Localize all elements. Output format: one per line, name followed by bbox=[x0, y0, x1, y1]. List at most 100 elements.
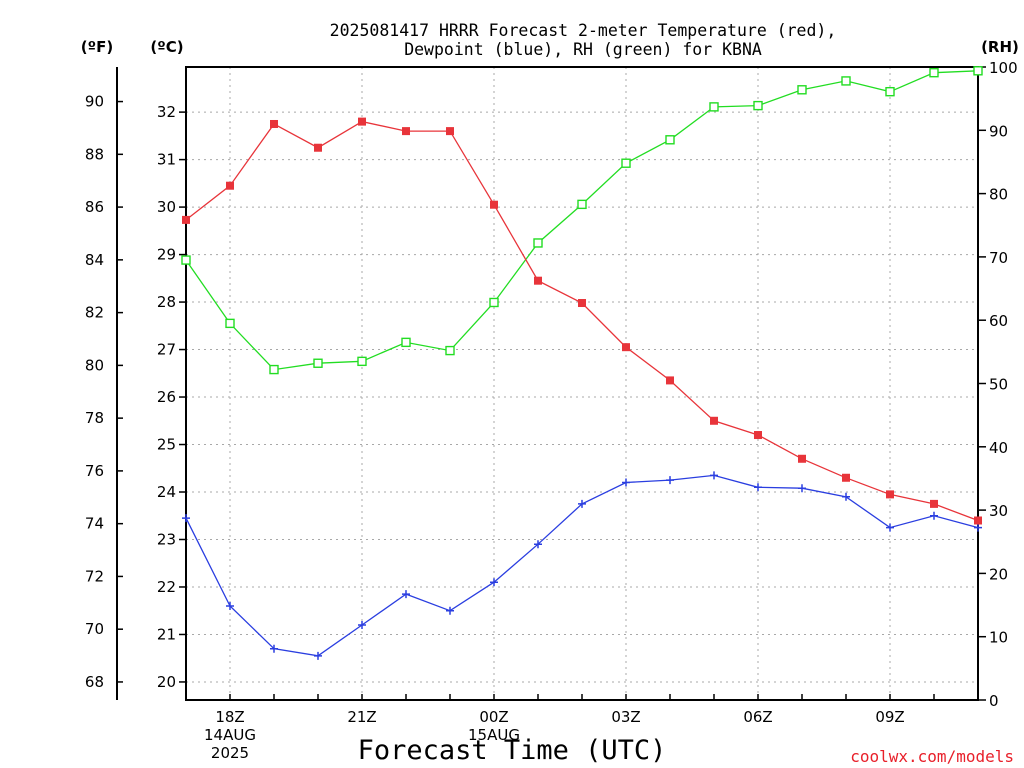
rh-green-point bbox=[533, 238, 543, 248]
x-tick-label: 00Z bbox=[479, 708, 508, 726]
rh-tick-label: 30 bbox=[989, 502, 1008, 520]
2-meter-temperature-red-point bbox=[622, 343, 630, 352]
rh-green-point bbox=[401, 337, 411, 348]
x-tick-label: 15AUG bbox=[468, 726, 520, 744]
dewpoint-blue-point bbox=[578, 499, 586, 508]
fahrenheit-tick-label: 86 bbox=[85, 198, 104, 216]
rh-green-point bbox=[973, 66, 983, 76]
celsius-tick-label: 32 bbox=[157, 103, 176, 121]
dewpoint-blue-point bbox=[226, 601, 234, 610]
fahrenheit-tick-label: 90 bbox=[85, 93, 104, 111]
dewpoint-blue-point bbox=[314, 651, 322, 660]
2-meter-temperature-red-point bbox=[490, 200, 498, 209]
celsius-tick-label: 23 bbox=[157, 530, 176, 548]
2-meter-temperature-red-point bbox=[754, 431, 762, 440]
2-meter-temperature-red-point bbox=[710, 416, 718, 425]
rh-green-point bbox=[929, 67, 939, 78]
x-tick-label: 06Z bbox=[743, 708, 772, 726]
rh-tick-label: 20 bbox=[989, 565, 1008, 583]
rh-green-point bbox=[621, 158, 631, 168]
fahrenheit-unit-label: (ºF) bbox=[81, 38, 113, 56]
dewpoint-blue-point bbox=[886, 523, 894, 532]
rh-tick-label: 80 bbox=[989, 186, 1008, 204]
dewpoint-blue-point bbox=[710, 471, 718, 480]
rh-green-point bbox=[445, 345, 455, 356]
celsius-tick-label: 20 bbox=[157, 673, 176, 691]
2-meter-temperature-red-point bbox=[886, 490, 894, 499]
2-meter-temperature-red-point bbox=[402, 127, 410, 136]
fahrenheit-tick-label: 70 bbox=[85, 620, 104, 638]
2-meter-temperature-red-point bbox=[314, 143, 322, 152]
x-tick-label: 09Z bbox=[875, 708, 904, 726]
dewpoint-blue-point bbox=[842, 492, 850, 501]
x-tick-label: 14AUG bbox=[204, 726, 256, 744]
fahrenheit-tick-label: 78 bbox=[85, 409, 104, 427]
fahrenheit-tick-label: 76 bbox=[85, 462, 104, 480]
celsius-tick-label: 31 bbox=[157, 151, 176, 169]
chart-title-line-1: 2025081417 HRRR Forecast 2-meter Tempera… bbox=[330, 21, 837, 40]
x-tick-label: 03Z bbox=[611, 708, 640, 726]
rh-green-point bbox=[269, 364, 279, 375]
rh-green-point bbox=[665, 135, 675, 145]
x-tick-label: 18Z bbox=[215, 708, 244, 726]
dewpoint-blue-point bbox=[930, 511, 938, 520]
celsius-tick-label: 24 bbox=[157, 483, 176, 501]
axes-layer: 20 21 22 23 24 25 26 27 28 29 30 31 32 68 70 72 74 76 78 80… bbox=[85, 59, 1018, 710]
dewpoint-blue-point bbox=[402, 590, 410, 599]
plot-frame bbox=[185, 66, 979, 701]
2-meter-temperature-red-point bbox=[182, 215, 190, 224]
rh-green-point bbox=[577, 199, 587, 210]
2-meter-temperature-red-point bbox=[578, 299, 586, 308]
rh-tick-label: 40 bbox=[989, 439, 1008, 457]
dewpoint-blue-point bbox=[754, 483, 762, 492]
rh-green-point bbox=[313, 358, 323, 368]
celsius-tick-label: 30 bbox=[157, 198, 176, 216]
dewpoint-blue-point bbox=[270, 644, 278, 653]
rh-green-line bbox=[185, 70, 979, 371]
rh-green-point bbox=[181, 255, 191, 265]
rh-green-point bbox=[753, 100, 763, 111]
celsius-tick-label: 25 bbox=[157, 436, 176, 454]
celsius-unit-label: (ºC) bbox=[150, 38, 183, 56]
rh-green-point bbox=[709, 102, 719, 112]
dewpoint-blue-point bbox=[622, 478, 630, 487]
2-meter-temperature-red-point bbox=[226, 181, 234, 190]
credit-text: coolwx.com/models bbox=[850, 747, 1014, 766]
fahrenheit-tick-label: 82 bbox=[85, 304, 104, 322]
fahrenheit-tick-label: 80 bbox=[85, 356, 104, 374]
fahrenheit-tick-label: 88 bbox=[85, 145, 104, 163]
dewpoint-blue-point bbox=[534, 540, 542, 549]
fahrenheit-tick-label: 84 bbox=[85, 251, 104, 269]
dewpoint-blue-point bbox=[798, 484, 806, 493]
x-axis-label: Forecast Time (UTC) bbox=[358, 735, 667, 766]
rh-tick-label: 10 bbox=[989, 629, 1008, 647]
rh-green-point bbox=[841, 76, 851, 86]
dewpoint-blue-point bbox=[182, 514, 190, 523]
chart-title-line-2: Dewpoint (blue), RH (green) for KBNA bbox=[404, 40, 762, 59]
2-meter-temperature-red-point bbox=[358, 117, 366, 126]
dewpoint-blue-point bbox=[666, 476, 674, 485]
rh-tick-label: 70 bbox=[989, 249, 1008, 267]
2-meter-temperature-red-point bbox=[666, 376, 674, 385]
2-meter-temperature-red-point bbox=[842, 473, 850, 482]
celsius-tick-label: 26 bbox=[157, 388, 176, 406]
fahrenheit-tick-label: 74 bbox=[85, 515, 104, 533]
rh-green-point bbox=[885, 86, 895, 97]
2-meter-temperature-red-point bbox=[974, 516, 982, 525]
rh-tick-label: 0 bbox=[989, 692, 999, 710]
dewpoint-blue-point bbox=[446, 606, 454, 615]
rh-tick-label: 60 bbox=[989, 312, 1008, 330]
celsius-tick-label: 21 bbox=[157, 625, 176, 643]
rh-tick-label: 90 bbox=[989, 122, 1008, 140]
celsius-tick-label: 28 bbox=[157, 293, 176, 311]
rh-unit-label: (RH) bbox=[981, 38, 1019, 56]
rh-green-point bbox=[489, 297, 499, 308]
dewpoint-blue-point bbox=[490, 578, 498, 587]
x-tick-label: 2025 bbox=[211, 744, 249, 762]
fahrenheit-tick-label: 68 bbox=[85, 673, 104, 691]
2-meter-temperature-red-point bbox=[270, 119, 278, 128]
fahrenheit-tick-label: 72 bbox=[85, 567, 104, 585]
2-meter-temperature-red-line bbox=[185, 120, 979, 522]
x-tick-label: 21Z bbox=[347, 708, 376, 726]
